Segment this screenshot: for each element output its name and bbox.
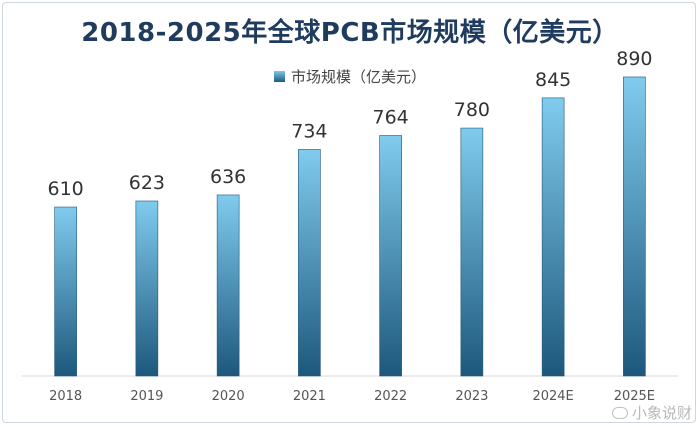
x-tick-2025E: 2025E <box>614 389 655 404</box>
chart-legend: 市场规模（亿美元） <box>0 66 700 87</box>
bar-2023 <box>460 127 484 377</box>
data-label-2021: 734 <box>291 120 327 142</box>
bar-2020 <box>216 194 240 377</box>
data-label-2018: 610 <box>47 178 83 200</box>
x-tick-2023: 2023 <box>455 389 488 404</box>
bar-2021 <box>298 149 321 377</box>
data-label-2025E: 890 <box>616 48 652 70</box>
x-tick-2020: 2020 <box>212 389 245 404</box>
x-tick-2019: 2019 <box>130 389 163 404</box>
data-label-2022: 764 <box>372 106 408 128</box>
weibo-icon <box>611 406 628 419</box>
bar-2024E <box>541 97 565 377</box>
chart-frame <box>2 2 696 423</box>
x-tick-2018: 2018 <box>49 389 82 404</box>
data-label-2024E: 845 <box>535 69 571 91</box>
bar-2018 <box>54 206 77 377</box>
bar-2022 <box>379 135 402 377</box>
data-label-2019: 623 <box>129 172 165 194</box>
bar-2025E <box>623 76 646 377</box>
legend-swatch <box>273 71 285 82</box>
x-tick-2021: 2021 <box>293 389 326 404</box>
data-label-2023: 780 <box>454 99 490 121</box>
data-label-2020: 636 <box>210 166 246 188</box>
legend-label: 市场规模（亿美元） <box>290 68 426 86</box>
x-tick-2024E: 2024E <box>532 389 573 404</box>
watermark: 小象说财 <box>611 402 692 423</box>
bar-2019 <box>135 200 159 377</box>
watermark-text: 小象说财 <box>631 404 692 422</box>
x-tick-2022: 2022 <box>374 389 407 404</box>
chart-title: 2018-2025年全球PCB市场规模（亿美元） <box>81 18 619 48</box>
